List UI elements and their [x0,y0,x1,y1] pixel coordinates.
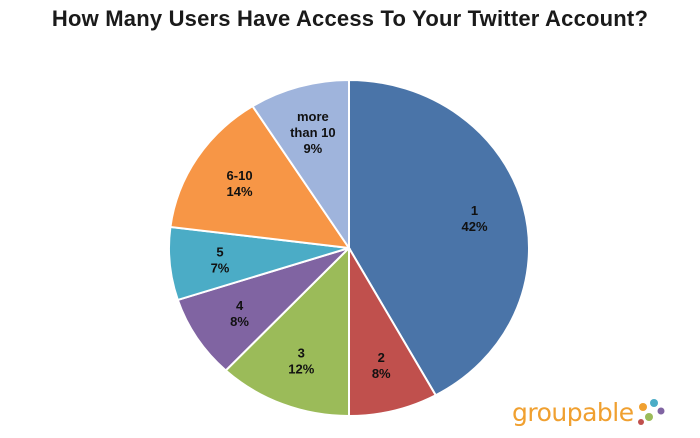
slice-label-5: 5 7% [211,244,230,275]
brand-name: groupable [512,397,634,427]
pie-slices [168,78,530,418]
slice-label-1: 1 42% [462,203,488,234]
slice-label-2: 2 8% [372,350,391,381]
pie-slice-more-than-10 [251,78,350,252]
groupable-logo: groupable [512,392,667,432]
chart-title: How Many Users Have Access To Your Twitt… [51,6,649,31]
pie-slice-4 [176,247,350,372]
pie-slice-1 [348,78,530,397]
slice-label-6-10: 6-10 14% [227,168,253,199]
slice-label-3: 3 12% [288,345,314,376]
pie-slice-2 [348,244,438,418]
slice-label-4: 4 8% [230,298,249,329]
pie-slice-6-10 [169,104,352,250]
pie-labels: 1 42% 2 8% 3 12% 4 8% 5 7% 6-10 14% more than 10 9% [211,109,488,381]
logo-dots-icon [637,399,665,425]
slice-label-more-than-10: more than 10 9% [290,109,336,156]
pie-slice-3 [224,245,350,418]
